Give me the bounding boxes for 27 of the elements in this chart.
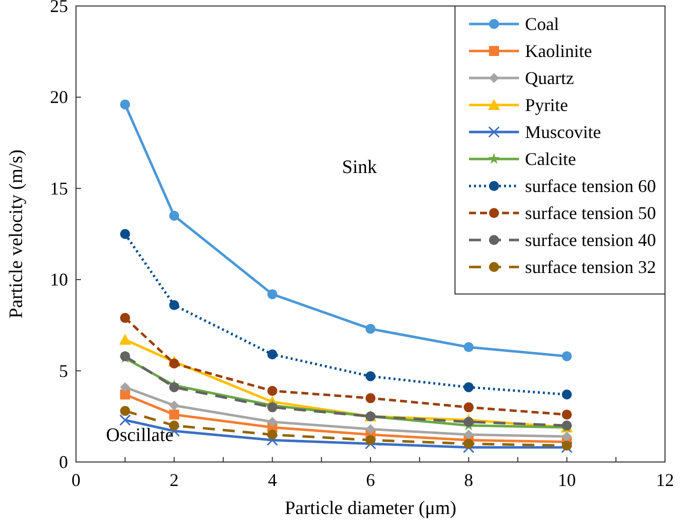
legend-label: surface tension 40 bbox=[525, 230, 656, 250]
legend-label: Calcite bbox=[525, 149, 576, 169]
annotation: Sink bbox=[342, 157, 378, 178]
y-tick-label: 5 bbox=[59, 360, 68, 381]
legend-label: surface tension 50 bbox=[525, 203, 656, 223]
legend-label: Coal bbox=[525, 14, 559, 34]
x-tick-label: 0 bbox=[72, 470, 80, 490]
legend-label: Pyrite bbox=[525, 95, 568, 115]
y-tick-label: 25 bbox=[50, 0, 68, 16]
y-tick-label: 20 bbox=[50, 87, 68, 108]
legend-label: Kaolinite bbox=[525, 41, 592, 61]
legend-label: surface tension 60 bbox=[525, 176, 656, 196]
legend-label: surface tension 32 bbox=[525, 257, 656, 277]
y-tick-label: 15 bbox=[50, 178, 68, 198]
x-axis-title: Particle diameter (μm) bbox=[284, 498, 456, 519]
legend-label: Muscovite bbox=[525, 122, 601, 142]
x-tick-label: 6 bbox=[366, 470, 375, 490]
y-tick-label: 0 bbox=[59, 452, 68, 472]
annotation: Oscillate bbox=[106, 425, 174, 446]
legend-label: Quartz bbox=[525, 68, 574, 88]
x-tick-label: 12 bbox=[656, 470, 674, 490]
y-axis-title: Particle velocity (m/s) bbox=[6, 150, 27, 318]
x-tick-label: 4 bbox=[268, 470, 277, 490]
y-tick-label: 10 bbox=[50, 270, 68, 290]
x-tick-label: 8 bbox=[464, 470, 474, 490]
x-tick-label: 10 bbox=[558, 470, 576, 490]
x-tick-label: 2 bbox=[170, 470, 179, 490]
